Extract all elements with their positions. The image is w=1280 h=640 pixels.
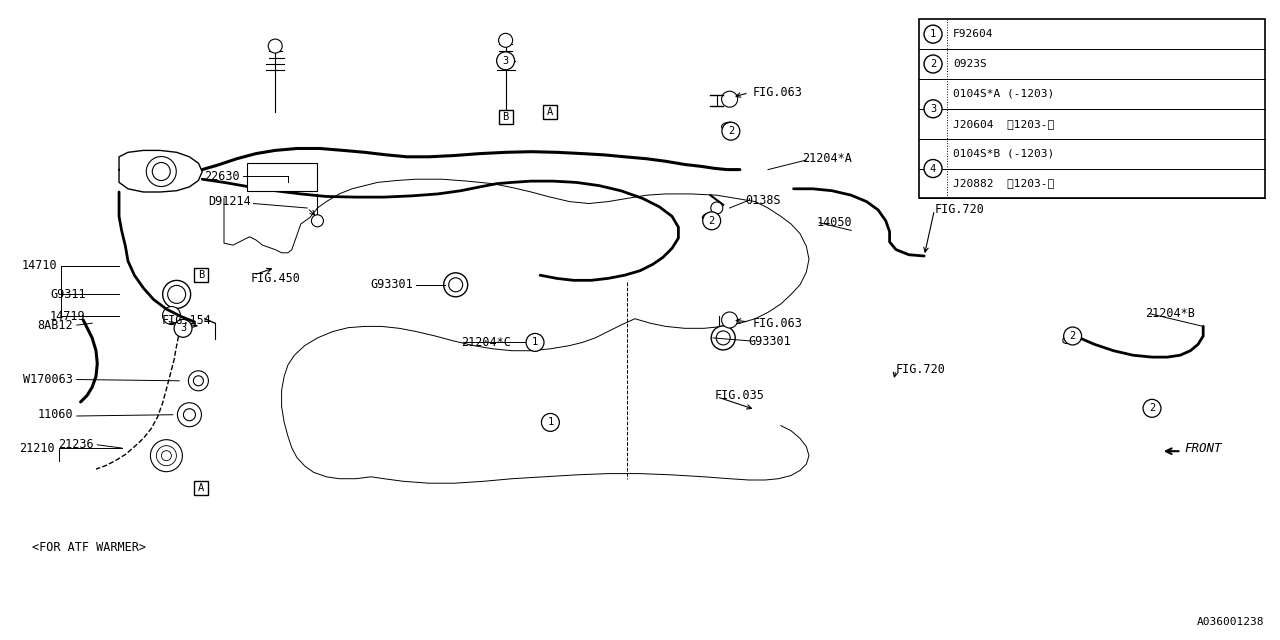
Circle shape [311,215,324,227]
Text: 21204*B: 21204*B [1146,307,1196,320]
Circle shape [499,33,512,47]
Circle shape [151,440,183,472]
Text: FIG.720: FIG.720 [934,204,984,216]
Text: G93301: G93301 [371,278,413,291]
Text: 8AB12: 8AB12 [37,319,73,332]
Text: 21210: 21210 [19,442,55,454]
Text: 14050: 14050 [817,216,852,229]
Circle shape [146,157,177,186]
Text: B: B [503,112,508,122]
Circle shape [1143,399,1161,417]
Circle shape [924,100,942,118]
Circle shape [269,39,282,53]
Text: 3: 3 [503,56,508,66]
Text: 21204*A: 21204*A [803,152,852,165]
Text: B: B [198,270,204,280]
Circle shape [712,326,735,350]
Text: 2: 2 [929,59,936,69]
Circle shape [174,319,192,337]
Bar [544,105,557,119]
Text: 1: 1 [532,337,538,348]
Circle shape [497,52,515,70]
Circle shape [924,159,942,177]
Text: A: A [548,107,553,117]
Circle shape [161,451,172,461]
Circle shape [703,212,721,230]
Bar [195,481,207,495]
Text: 1: 1 [548,417,553,428]
Bar [499,110,512,124]
Text: <FOR ATF WARMER>: <FOR ATF WARMER> [32,541,146,554]
Circle shape [178,403,201,427]
Circle shape [722,122,740,140]
Text: 2: 2 [709,216,714,226]
Circle shape [152,163,170,180]
Text: W170063: W170063 [23,373,73,386]
Circle shape [541,413,559,431]
Circle shape [722,312,737,328]
Circle shape [156,445,177,466]
Circle shape [710,202,723,214]
Circle shape [168,285,186,303]
Circle shape [188,371,209,391]
Ellipse shape [1144,404,1160,415]
Circle shape [526,333,544,351]
Text: J20604  〈1203-〉: J20604 〈1203-〉 [954,119,1055,129]
Text: FIG.035: FIG.035 [714,389,764,402]
Text: FIG.720: FIG.720 [896,364,946,376]
Text: 14710: 14710 [22,259,58,272]
Text: 2: 2 [728,126,733,136]
Text: D91214: D91214 [209,195,251,208]
Text: 4: 4 [929,164,936,173]
Circle shape [717,331,730,345]
Text: 2: 2 [1149,403,1155,413]
Circle shape [193,376,204,386]
Text: 1: 1 [929,29,936,39]
Text: FIG.063: FIG.063 [753,317,803,330]
Text: F92604: F92604 [954,29,993,39]
Circle shape [444,273,467,297]
Ellipse shape [1062,332,1078,344]
Text: 14719: 14719 [50,310,86,323]
Ellipse shape [703,213,718,222]
Text: J20882  〈1203-〉: J20882 〈1203-〉 [954,179,1055,188]
Text: G9311: G9311 [50,288,86,301]
Circle shape [924,55,942,73]
Circle shape [924,25,942,43]
Text: 0923S: 0923S [954,59,987,69]
Bar [195,268,207,282]
Bar [247,163,317,191]
Text: 0104S*A (-1203): 0104S*A (-1203) [954,89,1055,99]
Text: A036001238: A036001238 [1197,617,1265,627]
Circle shape [183,409,196,420]
Text: 2: 2 [1070,331,1075,341]
Text: FRONT: FRONT [1184,442,1221,454]
Text: 21236: 21236 [58,438,93,451]
Text: FIG.063: FIG.063 [753,86,803,99]
Ellipse shape [722,122,737,131]
Text: 3: 3 [180,323,186,333]
Text: 21204*C: 21204*C [461,336,511,349]
Text: G93301: G93301 [749,335,791,348]
Text: 0138S: 0138S [745,194,781,207]
Text: 3: 3 [929,104,936,114]
Circle shape [163,280,191,308]
Text: 0104S*B (-1203): 0104S*B (-1203) [954,148,1055,159]
Text: FIG.154: FIG.154 [161,314,211,326]
Text: 11060: 11060 [37,408,73,421]
Text: FIG.450: FIG.450 [251,272,301,285]
Text: 22630: 22630 [204,170,239,182]
Circle shape [1064,327,1082,345]
Text: A: A [198,483,204,493]
Circle shape [163,307,180,324]
Circle shape [449,278,462,292]
Circle shape [722,92,737,107]
Bar [919,19,1265,198]
